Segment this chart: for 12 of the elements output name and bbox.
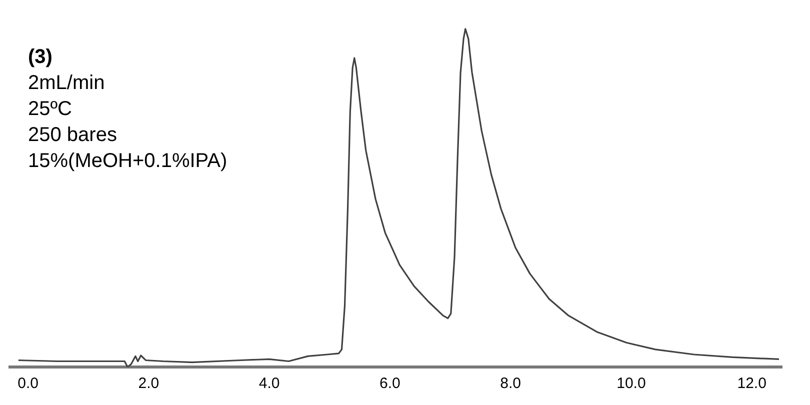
x-tick-label: 8.0 xyxy=(500,375,522,392)
text: (3) xyxy=(28,45,54,70)
x-tick-label: 12.0 xyxy=(737,375,766,392)
x-tick-label: 2.0 xyxy=(138,375,160,392)
annotation: 15%(MeOH+0.1%IPA) xyxy=(28,149,228,174)
x-tick-label: 6.0 xyxy=(380,375,400,392)
annotation: 25ºC xyxy=(28,97,73,122)
x-tick-label: 4.0 xyxy=(258,375,280,392)
annotation: 250 bares xyxy=(28,123,118,148)
x-tick-label: 10.0 xyxy=(616,375,646,392)
annotation: 2mL/min xyxy=(28,71,106,96)
x-tick-label: 0.0 xyxy=(18,375,39,392)
